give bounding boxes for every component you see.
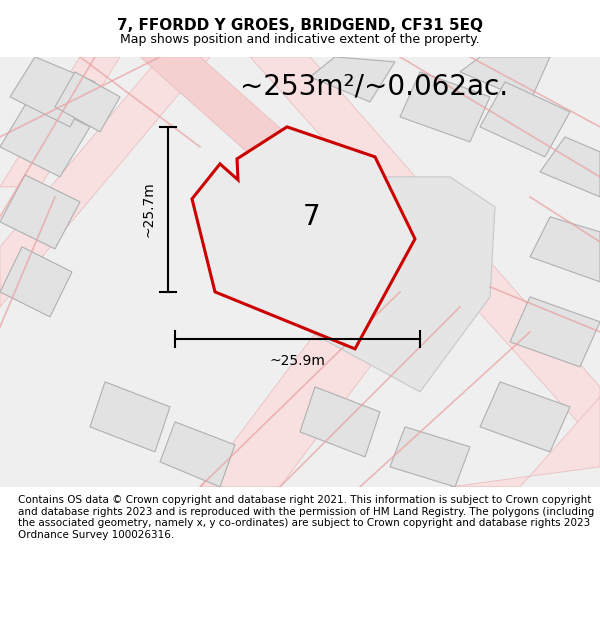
Polygon shape (0, 57, 120, 187)
Text: ~25.7m: ~25.7m (141, 181, 155, 238)
Polygon shape (55, 72, 120, 132)
Polygon shape (160, 422, 235, 487)
Polygon shape (530, 217, 600, 282)
Polygon shape (480, 82, 570, 157)
Polygon shape (200, 287, 430, 487)
Polygon shape (310, 57, 395, 102)
Polygon shape (90, 382, 170, 452)
Polygon shape (400, 72, 490, 142)
Text: ~25.9m: ~25.9m (269, 354, 325, 368)
Polygon shape (450, 397, 600, 487)
Polygon shape (10, 57, 95, 127)
Polygon shape (0, 97, 90, 177)
Text: 7: 7 (303, 203, 320, 231)
Polygon shape (0, 247, 72, 317)
Text: ~253m²/~0.062ac.: ~253m²/~0.062ac. (240, 73, 508, 101)
Polygon shape (140, 57, 380, 217)
Polygon shape (540, 137, 600, 197)
Polygon shape (250, 57, 600, 447)
Text: Contains OS data © Crown copyright and database right 2021. This information is : Contains OS data © Crown copyright and d… (18, 495, 594, 540)
Polygon shape (460, 57, 550, 102)
Polygon shape (0, 57, 210, 307)
Polygon shape (192, 127, 415, 349)
Polygon shape (480, 382, 570, 452)
Text: Map shows position and indicative extent of the property.: Map shows position and indicative extent… (120, 34, 480, 46)
Polygon shape (0, 175, 80, 249)
Polygon shape (390, 427, 470, 487)
Text: 7, FFORDD Y GROES, BRIDGEND, CF31 5EQ: 7, FFORDD Y GROES, BRIDGEND, CF31 5EQ (117, 18, 483, 32)
Polygon shape (510, 297, 600, 367)
Polygon shape (310, 177, 495, 392)
Polygon shape (300, 387, 380, 457)
